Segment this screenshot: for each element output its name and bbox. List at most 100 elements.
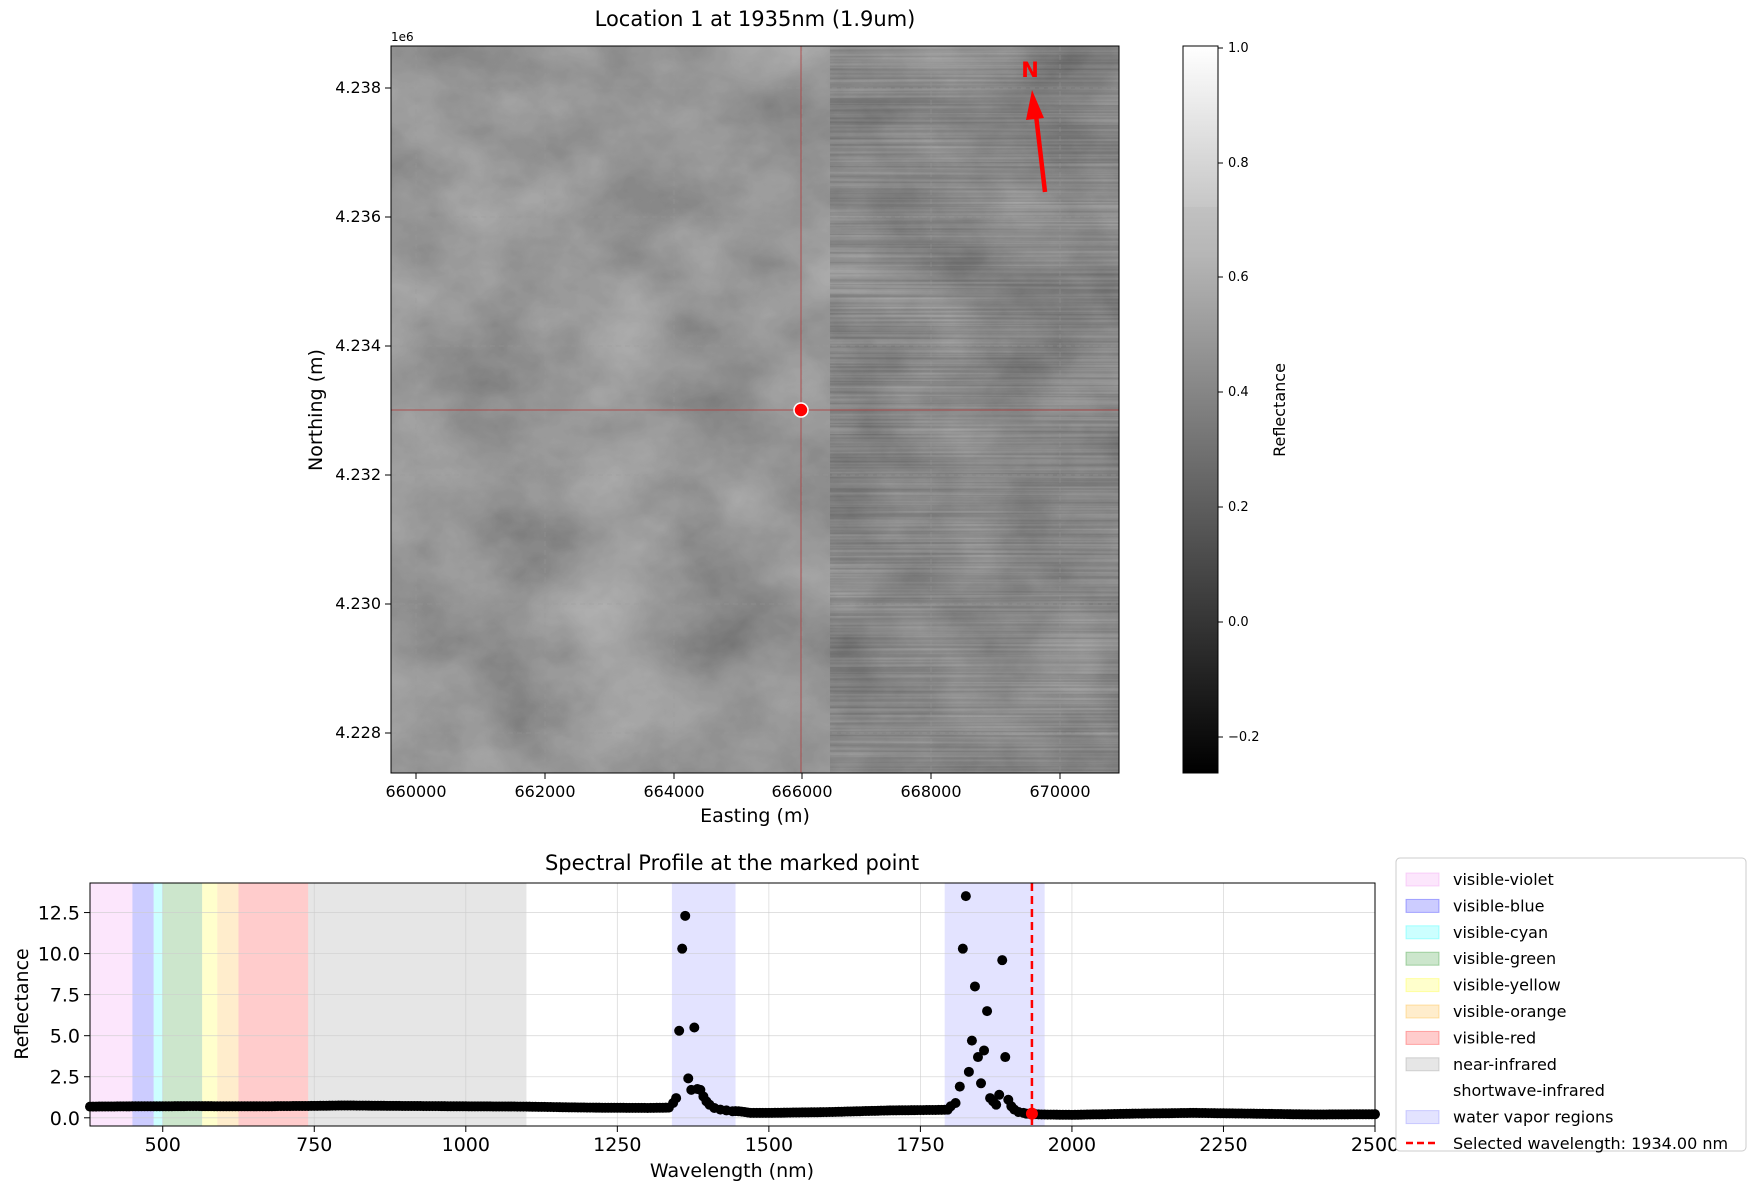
map-y-label: Northing (m) bbox=[305, 349, 327, 471]
north-label: N bbox=[1021, 58, 1039, 82]
spectral-point bbox=[727, 1106, 738, 1117]
spectral-y-tick-label: 7.5 bbox=[50, 985, 80, 1007]
map-y-tick-label: 4.230 bbox=[335, 594, 381, 613]
legend-label: visible-yellow bbox=[1453, 976, 1561, 995]
spectral-chart: Spectral Profile at the marked point 500… bbox=[11, 851, 1399, 1182]
spectral-y-tick-label: 0.0 bbox=[50, 1108, 80, 1130]
map-x-tick-label: 662000 bbox=[514, 782, 575, 801]
legend-label: visible-green bbox=[1453, 949, 1556, 968]
spectral-point bbox=[966, 1035, 977, 1046]
region-band bbox=[238, 883, 309, 1126]
spectral-x-tick-label: 1250 bbox=[593, 1134, 641, 1156]
map-title: Location 1 at 1935nm (1.9um) bbox=[595, 7, 916, 31]
spectral-point bbox=[671, 1093, 682, 1104]
spectral-point bbox=[994, 1089, 1005, 1100]
spectral-point bbox=[997, 955, 1008, 966]
spectral-y-tick-label: 10.0 bbox=[38, 944, 80, 966]
legend-label: Selected wavelength: 1934.00 nm bbox=[1453, 1134, 1728, 1153]
legend-label: near-infrared bbox=[1453, 1055, 1557, 1074]
legend-label: visible-orange bbox=[1453, 1002, 1567, 1021]
spectral-point bbox=[680, 910, 691, 921]
legend-box bbox=[1395, 857, 1747, 1152]
selected-wavelength-point bbox=[1025, 1107, 1038, 1120]
spectral-point bbox=[1018, 1107, 1029, 1118]
spectral-point bbox=[979, 1045, 990, 1056]
region-band bbox=[308, 883, 527, 1126]
map-y-tick-label: 4.228 bbox=[335, 723, 381, 742]
legend-label: water vapor regions bbox=[1453, 1108, 1614, 1127]
spectral-x-tick-label: 1750 bbox=[896, 1134, 944, 1156]
colorbar-tick-label: 0.0 bbox=[1228, 615, 1249, 630]
spectral-frame bbox=[89, 882, 1376, 1127]
spectral-point bbox=[969, 981, 980, 992]
spectral-point bbox=[689, 1022, 700, 1033]
spectral-y-ticks: 0.0 2.5 5.0 7.5 10.0 12.5 bbox=[38, 903, 90, 1130]
spectral-point bbox=[1000, 1052, 1011, 1063]
map-frame bbox=[390, 45, 1120, 774]
legend-swatch bbox=[1406, 1084, 1439, 1097]
spectral-x-label: Wavelength (nm) bbox=[650, 1160, 814, 1182]
spectral-point bbox=[976, 1078, 987, 1089]
legend-label: visible-blue bbox=[1453, 896, 1545, 915]
spectral-point bbox=[963, 1066, 974, 1077]
map-x-tick-label: 670000 bbox=[1029, 782, 1090, 801]
legend-swatch bbox=[1405, 925, 1440, 940]
legend-swatch bbox=[1405, 1057, 1440, 1072]
colorbar-tick-label: 0.6 bbox=[1228, 270, 1249, 285]
legend-label: visible-cyan bbox=[1453, 923, 1548, 942]
colorbar-tick-label: 0.2 bbox=[1228, 500, 1249, 515]
map-y-tick-label: 4.232 bbox=[335, 465, 381, 484]
map-panel: Location 1 at 1935nm (1.9um) N 660000 662… bbox=[305, 7, 1120, 827]
map-x-tick-label: 666000 bbox=[771, 782, 832, 801]
spectral-point bbox=[972, 1052, 983, 1063]
spectral-point bbox=[950, 1098, 961, 1109]
legend-swatch bbox=[1405, 872, 1440, 887]
region-band bbox=[202, 883, 218, 1126]
spectral-x-tick-label: 2500 bbox=[1351, 1134, 1399, 1156]
spectral-point bbox=[954, 1081, 965, 1092]
region-band bbox=[217, 883, 239, 1126]
spectral-regions bbox=[90, 883, 1045, 1126]
map-x-label: Easting (m) bbox=[700, 805, 810, 827]
map-y-tick-label: 4.238 bbox=[335, 78, 381, 97]
colorbar-tick-label: 1.0 bbox=[1228, 41, 1249, 56]
colorbar-gradient bbox=[1183, 46, 1218, 773]
spectral-grid bbox=[90, 883, 1375, 1126]
spectral-x-tick-label: 750 bbox=[296, 1134, 332, 1156]
legend-swatch bbox=[1405, 978, 1440, 993]
spectral-point bbox=[957, 943, 968, 954]
spectral-point bbox=[683, 1073, 694, 1084]
region-band bbox=[162, 883, 203, 1126]
map-y-ticks: 4.228 4.230 4.232 4.234 4.236 4.238 bbox=[335, 78, 391, 742]
spectral-point bbox=[677, 943, 688, 954]
colorbar-label: Reflectance bbox=[1270, 363, 1289, 457]
colorbar-tick-label: 0.4 bbox=[1228, 385, 1249, 400]
legend-label: visible-violet bbox=[1453, 870, 1554, 889]
legend-swatch bbox=[1405, 951, 1440, 966]
spectral-point bbox=[674, 1025, 685, 1036]
legend-swatch bbox=[1405, 898, 1440, 913]
map-x-tick-label: 660000 bbox=[385, 782, 446, 801]
colorbar-tick-label: −0.2 bbox=[1228, 730, 1260, 745]
map-x-tick-label: 664000 bbox=[643, 782, 704, 801]
map-y-tick-label: 4.234 bbox=[335, 336, 381, 355]
spectral-point bbox=[960, 891, 971, 902]
spectral-y-tick-label: 12.5 bbox=[38, 903, 80, 925]
legend-items: visible-violet visible-blue visible-cyan vi… bbox=[1405, 870, 1728, 1153]
spectral-x-tick-label: 2250 bbox=[1199, 1134, 1247, 1156]
legend-label: shortwave-infrared bbox=[1453, 1081, 1605, 1100]
y-offset-label: 1e6 bbox=[391, 30, 414, 44]
spectral-y-tick-label: 2.5 bbox=[50, 1067, 80, 1089]
map-x-tick-label: 668000 bbox=[900, 782, 961, 801]
spectral-x-tick-label: 1500 bbox=[745, 1134, 793, 1156]
legend-label: visible-red bbox=[1453, 1028, 1536, 1047]
region-band bbox=[132, 883, 154, 1126]
north-arrow: N bbox=[1021, 58, 1048, 193]
colorbar-frame bbox=[1182, 45, 1219, 774]
spectral-y-label: Reflectance bbox=[11, 948, 33, 1059]
legend-swatch bbox=[1405, 1004, 1440, 1019]
legend: visible-violet visible-blue visible-cyan vi… bbox=[1395, 857, 1747, 1153]
colorbar-band bbox=[1183, 207, 1218, 257]
spectral-x-tick-label: 2000 bbox=[1048, 1134, 1096, 1156]
